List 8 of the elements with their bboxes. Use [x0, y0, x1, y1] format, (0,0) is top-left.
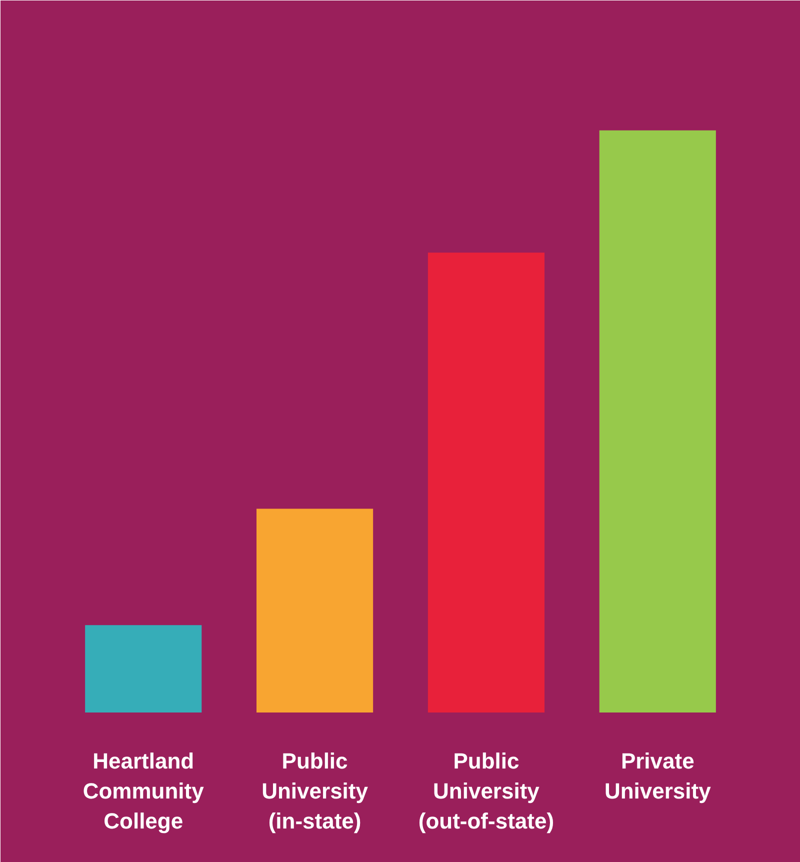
bar — [256, 508, 374, 712]
x-tick-label: Heartland Community College — [82, 748, 205, 834]
x-tick-label: Public University (in-state) — [262, 748, 369, 834]
bar — [599, 130, 716, 712]
bar — [85, 625, 202, 712]
bar — [428, 252, 544, 712]
x-tick-label: Private University — [604, 748, 712, 804]
x-tick-label: Public University (out-of-state) — [418, 748, 554, 834]
